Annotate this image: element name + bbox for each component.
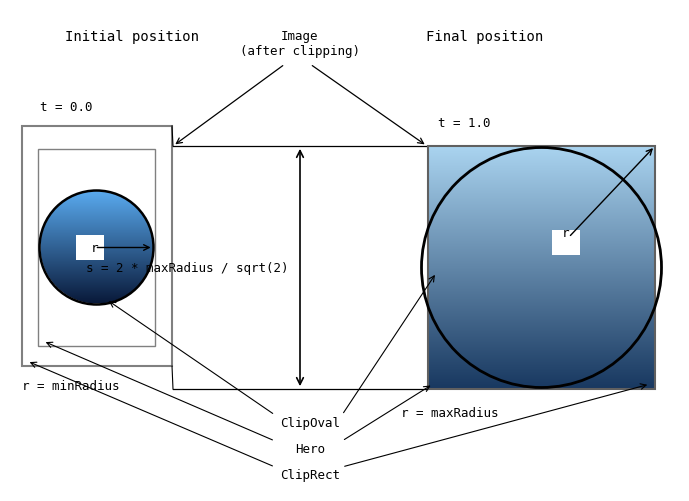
Bar (428, 147, 655, 389)
Text: r = minRadius: r = minRadius (22, 379, 119, 392)
Text: t = 1.0: t = 1.0 (438, 117, 491, 130)
Text: ClipRect: ClipRect (280, 468, 340, 481)
Text: r: r (91, 241, 99, 255)
Text: ClipOval: ClipOval (280, 417, 340, 430)
Text: r = maxRadius: r = maxRadius (401, 406, 499, 419)
Text: Final position: Final position (426, 30, 544, 44)
Text: s = 2 * maxRadius / sqrt(2): s = 2 * maxRadius / sqrt(2) (85, 262, 288, 275)
Bar (551, 231, 579, 255)
Text: Hero: Hero (295, 442, 325, 455)
Bar (76, 236, 105, 260)
Text: Initial position: Initial position (65, 30, 199, 44)
Text: t = 0.0: t = 0.0 (40, 101, 92, 114)
Text: Image
(after clipping): Image (after clipping) (240, 30, 360, 58)
Bar (22, 127, 172, 366)
Bar (38, 150, 155, 346)
Text: r: r (562, 226, 569, 239)
